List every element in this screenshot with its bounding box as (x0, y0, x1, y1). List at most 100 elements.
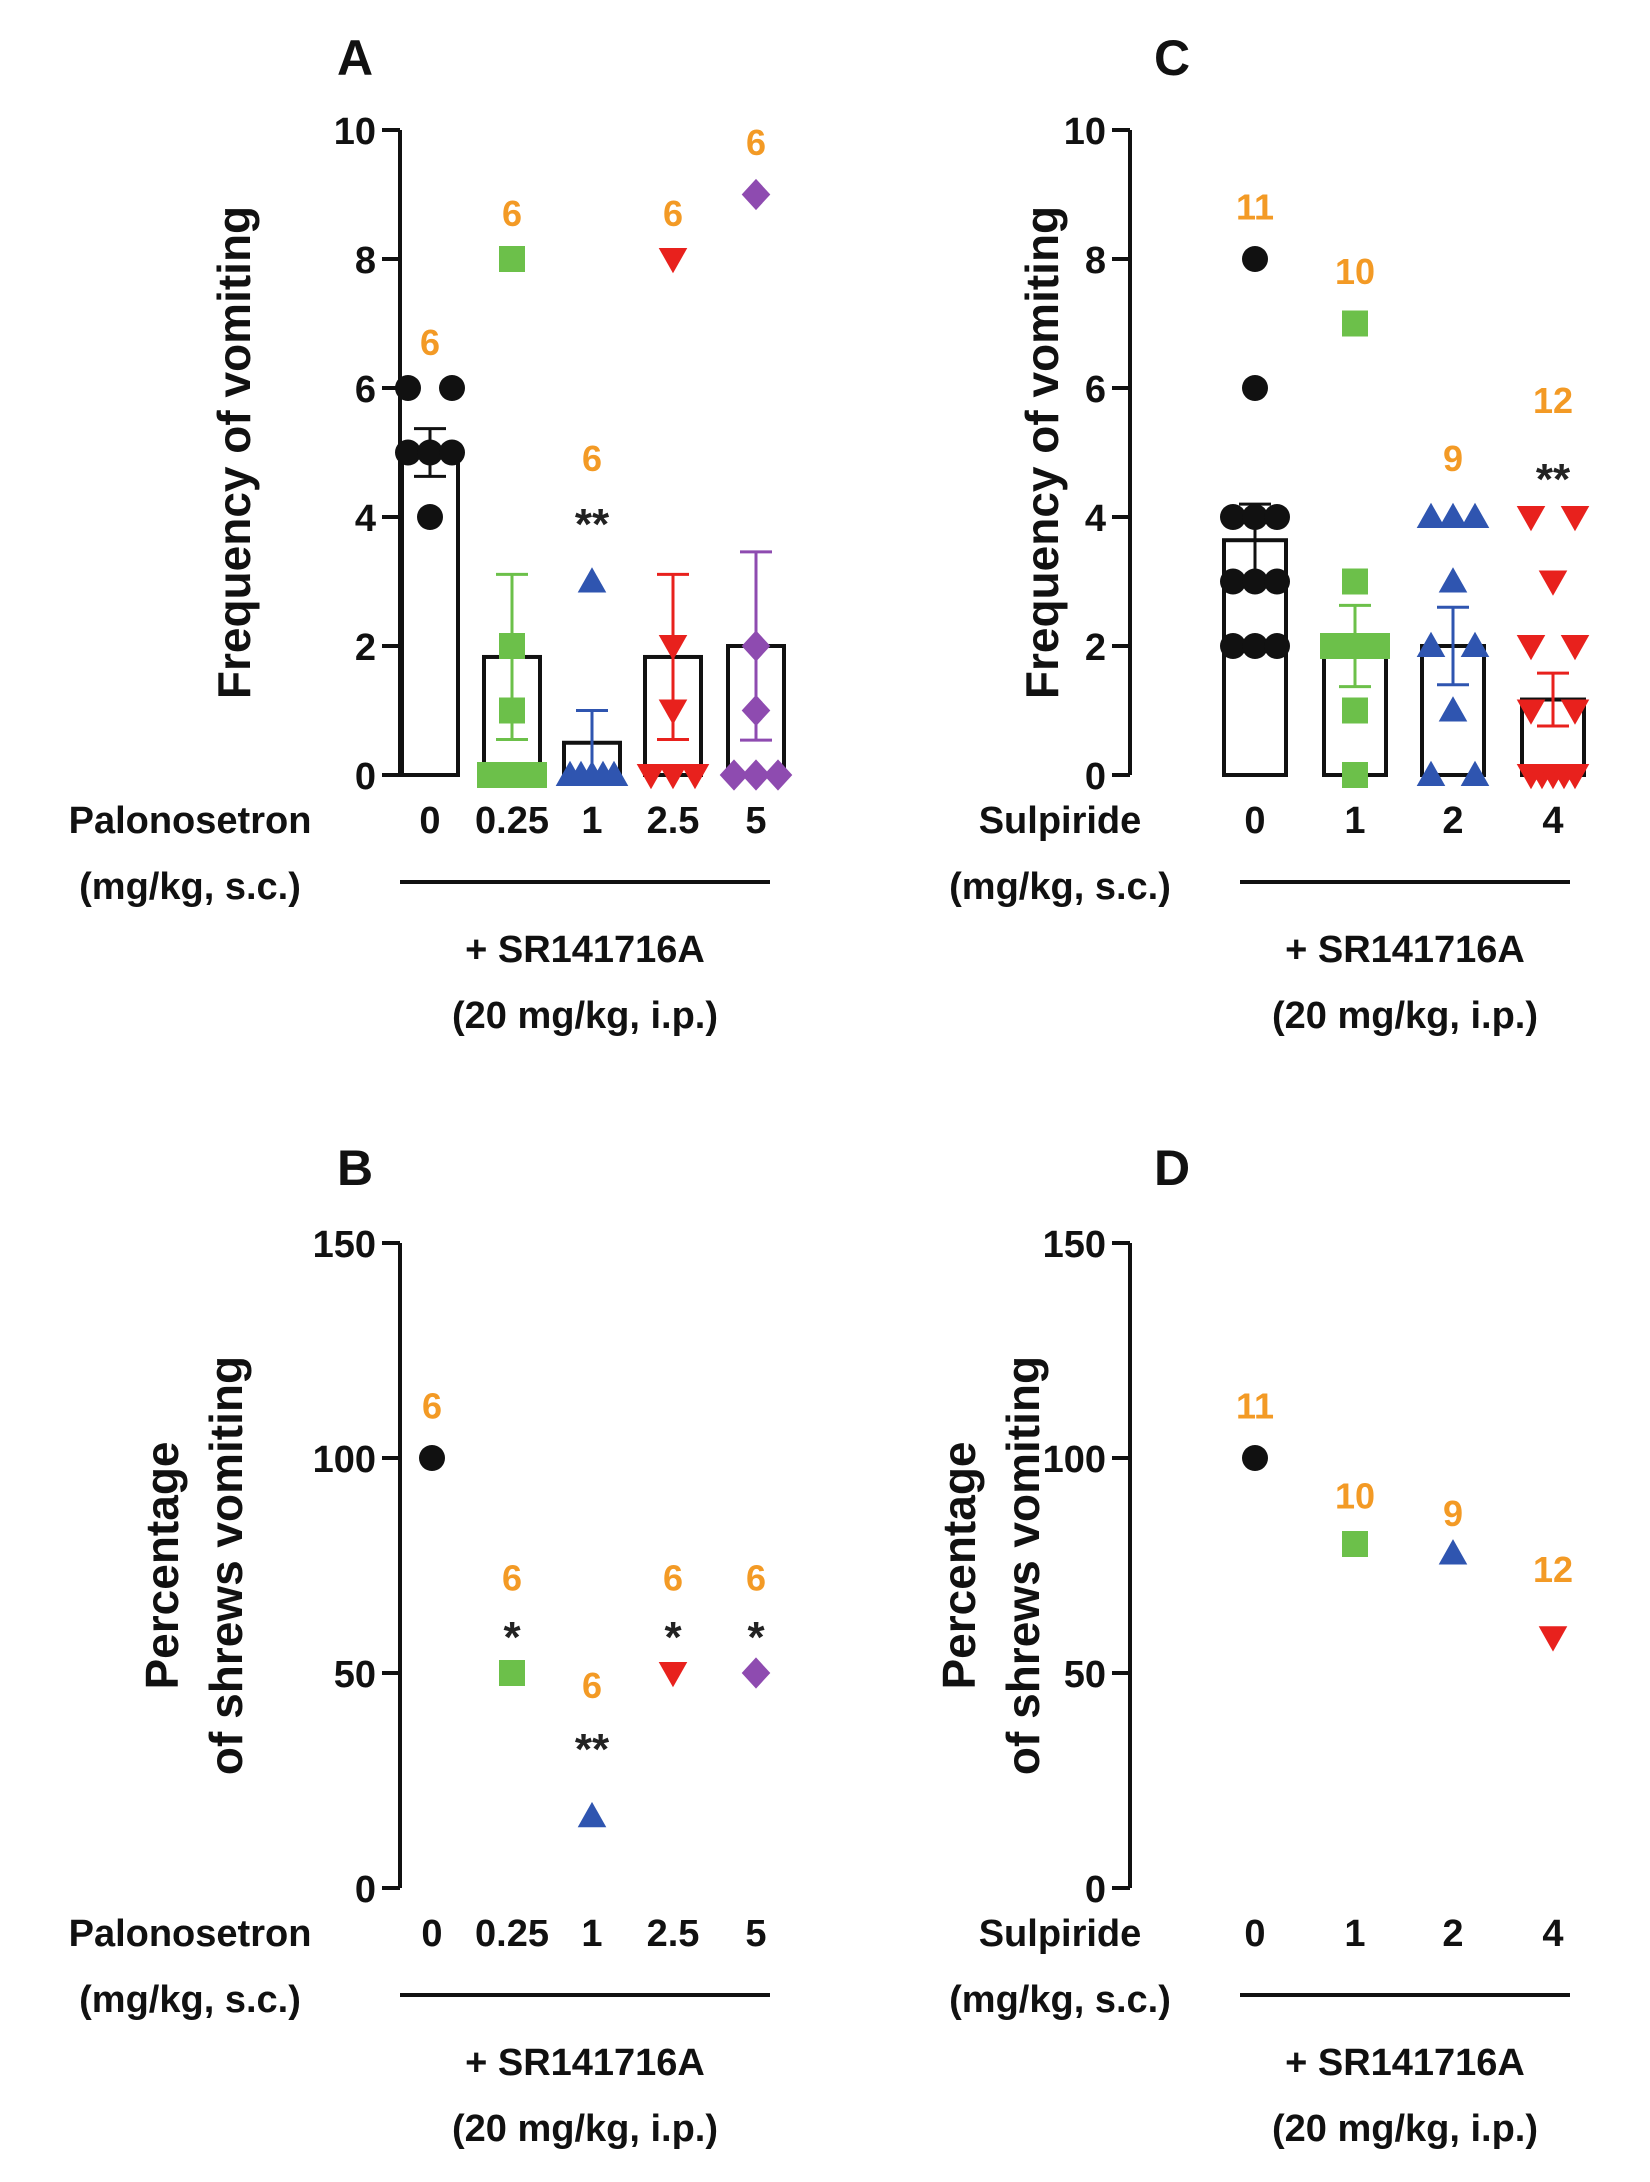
x-tick-label: 4 (1542, 800, 1563, 842)
n-label: 9 (1443, 1493, 1463, 1534)
x-tick-label: 0.25 (475, 800, 549, 842)
pretreatment-label: + SR141716A (465, 929, 705, 971)
data-point (658, 1661, 688, 1688)
y-tick-label: 100 (313, 1439, 376, 1481)
pretreatment-label: + SR141716A (1285, 2042, 1525, 2084)
data-point (1242, 375, 1268, 401)
data-point (1342, 1531, 1368, 1557)
y-tick-label: 150 (313, 1224, 376, 1266)
n-label: 12 (1533, 1549, 1573, 1590)
x-tick-label: 1 (1344, 1913, 1365, 1955)
data-point (1416, 502, 1446, 529)
panel-letter: D (1154, 1140, 1190, 1196)
n-label: 6 (663, 193, 683, 234)
data-point (1242, 504, 1268, 530)
data-point (741, 759, 771, 791)
panel-letter: C (1154, 30, 1190, 86)
bar (400, 450, 460, 777)
y-tick-label: 150 (1043, 1224, 1106, 1266)
y-tick-label: 0 (355, 1869, 376, 1911)
y-axis-label: Frequency of vomiting (208, 206, 260, 699)
y-tick-label: 0 (1085, 756, 1106, 798)
y-tick-label: 8 (355, 240, 376, 282)
data-point (1438, 567, 1468, 593)
data-point (1516, 505, 1546, 532)
x-tick-label: 0 (1244, 800, 1265, 842)
n-label: 11 (1236, 1385, 1274, 1426)
x-tick-label: 0 (1244, 1913, 1265, 1955)
x-tick-label: 1 (1344, 800, 1365, 842)
data-point (658, 699, 688, 725)
panel-letter: B (337, 1140, 373, 1196)
data-point (1264, 633, 1290, 659)
y-tick-label: 0 (1085, 1869, 1106, 1911)
significance-stars: ** (575, 500, 610, 549)
y-tick-label: 100 (1043, 1439, 1106, 1481)
n-label: 6 (502, 1557, 522, 1598)
y-tick-label: 50 (1064, 1654, 1106, 1696)
data-point (1460, 502, 1490, 529)
y-tick-label: 6 (1085, 369, 1106, 411)
y-tick-label: 4 (355, 498, 376, 540)
n-label: 6 (582, 1665, 602, 1706)
data-point (1538, 570, 1568, 596)
x-unit-label: (mg/kg, s.c.) (949, 866, 1171, 908)
data-point (577, 567, 607, 593)
data-point (1242, 633, 1268, 659)
x-tick-label: 0 (419, 800, 440, 842)
significance-stars: ** (1536, 455, 1571, 504)
data-point (658, 247, 688, 274)
n-label: 11 (1236, 186, 1274, 227)
data-point (395, 375, 421, 401)
data-point (763, 759, 793, 791)
significance-stars: * (747, 1613, 765, 1662)
pretreatment-dose: (20 mg/kg, i.p.) (1272, 995, 1538, 1037)
data-point (417, 439, 443, 466)
data-point (1438, 502, 1468, 529)
y-axis-label: Frequency of vomiting (1016, 206, 1068, 699)
data-point (599, 760, 629, 787)
data-point (741, 630, 771, 662)
data-point (1460, 760, 1490, 787)
y-tick-label: 4 (1085, 498, 1106, 540)
data-point (1242, 1445, 1268, 1471)
data-point (1438, 696, 1468, 722)
x-tick-label: 5 (745, 1913, 766, 1955)
data-point (419, 1445, 445, 1471)
y-tick-label: 10 (334, 111, 376, 153)
x-tick-label: 5 (745, 800, 766, 842)
significance-stars: ** (575, 1725, 610, 1774)
data-point (1516, 699, 1546, 725)
n-label: 6 (663, 1557, 683, 1598)
n-label: 12 (1533, 380, 1573, 421)
n-label: 10 (1335, 1476, 1375, 1517)
x-tick-label: 2.5 (647, 1913, 700, 1955)
pretreatment-dose: (20 mg/kg, i.p.) (452, 2108, 718, 2150)
data-point (1538, 1626, 1568, 1652)
y-tick-label: 10 (1064, 111, 1106, 153)
x-tick-label: 2.5 (647, 800, 700, 842)
data-point (1242, 246, 1268, 272)
data-point (1560, 505, 1590, 532)
n-label: 10 (1335, 251, 1375, 292)
y-tick-label: 6 (355, 369, 376, 411)
data-point (658, 763, 688, 790)
x-tick-label: 2 (1442, 800, 1463, 842)
y-axis-label-line: Percentage (136, 1441, 188, 1689)
data-point (658, 634, 688, 661)
data-point (417, 504, 443, 530)
x-tick-label: 2 (1442, 1913, 1463, 1955)
n-label: 6 (746, 1557, 766, 1598)
pretreatment-label: + SR141716A (1285, 929, 1525, 971)
data-point (1342, 310, 1368, 337)
data-point (1264, 504, 1290, 530)
data-point (1220, 568, 1246, 595)
data-point (1264, 568, 1290, 595)
data-point (1560, 634, 1590, 661)
x-drug-label: Sulpiride (979, 1913, 1142, 1955)
y-axis-label-line: Percentage (933, 1441, 985, 1689)
data-point (1460, 631, 1490, 658)
n-label: 6 (582, 438, 602, 479)
data-point (1220, 633, 1246, 659)
